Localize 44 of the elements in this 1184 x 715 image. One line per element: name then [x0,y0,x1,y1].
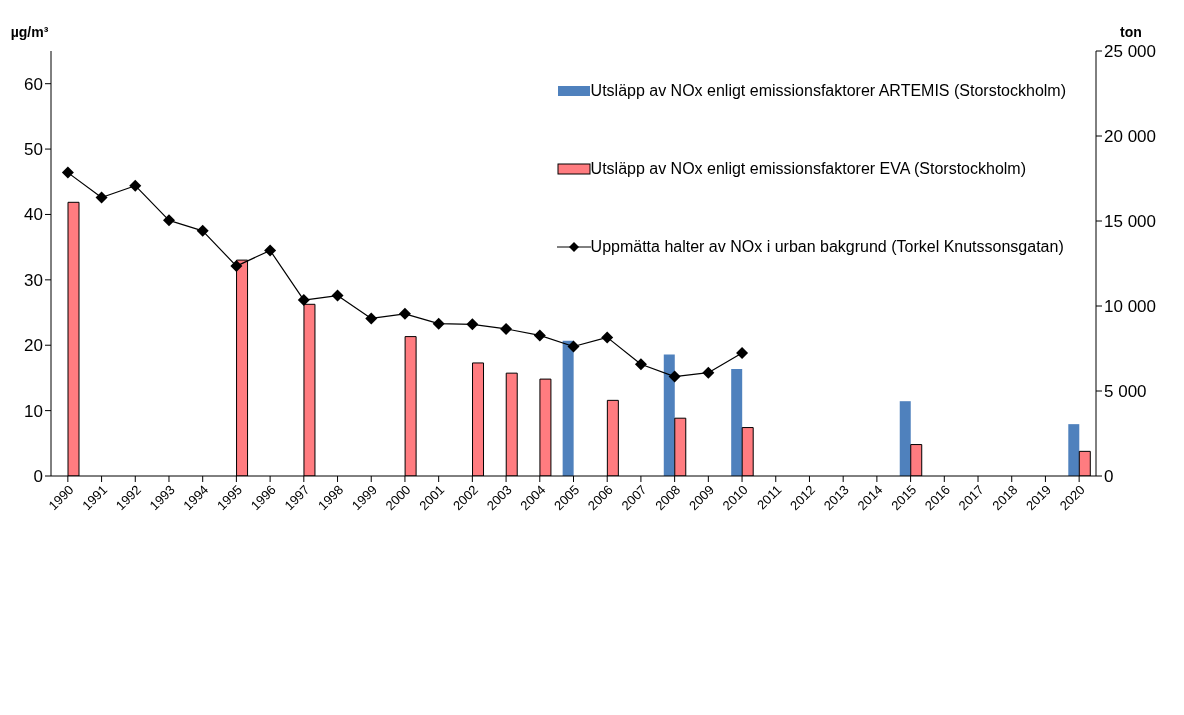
y2-tick-label: 0 [1104,467,1114,487]
y2-tick-label: 20 000 [1104,127,1156,147]
point [533,329,546,342]
y2-axis-title: ton [1120,24,1142,40]
y-axis-title: µg/m³ [10,24,49,40]
y-tick-label: 0 [33,467,43,487]
bar [899,401,911,476]
point [702,366,715,379]
point [500,322,513,335]
y2-tick-label: 15 000 [1104,212,1156,232]
y2-tick-label: 25 000 [1104,42,1156,62]
point [230,260,243,273]
bar [562,340,574,476]
legend-label: Utsläpp av NOx enligt emissionsfaktorer ARTEMIS (Storstockholm) [590,82,1066,100]
y2-tick-label: 10 000 [1104,297,1156,317]
point [668,370,681,383]
point [129,179,142,192]
point [95,191,108,204]
point [432,317,445,330]
point [264,244,277,257]
y-tick-label: 10 [24,401,43,421]
y-tick-label: 20 [24,336,43,356]
bar [663,354,675,476]
point [398,307,411,320]
point [162,214,175,227]
y-tick-label: 60 [24,74,43,94]
y-tick-label: 50 [24,140,43,160]
bar [731,368,743,476]
point [601,331,614,344]
legend-label: Utsläpp av NOx enligt emissionsfaktorer EVA (Storstockholm) [590,160,1026,178]
y2-tick-label: 5 000 [1104,382,1147,402]
y-tick-label: 30 [24,270,43,290]
bar [1068,424,1080,476]
point [331,289,344,302]
point [61,166,74,179]
point [365,312,378,325]
y-tick-label: 40 [24,205,43,225]
point [297,294,310,307]
legend-label: Uppmätta halter av NOx i urban bakgrund (Torkel Knutssonsgatan) [590,238,1064,256]
point [634,358,647,371]
point [196,224,209,237]
point [466,318,479,331]
point [736,347,749,360]
point [567,340,580,353]
